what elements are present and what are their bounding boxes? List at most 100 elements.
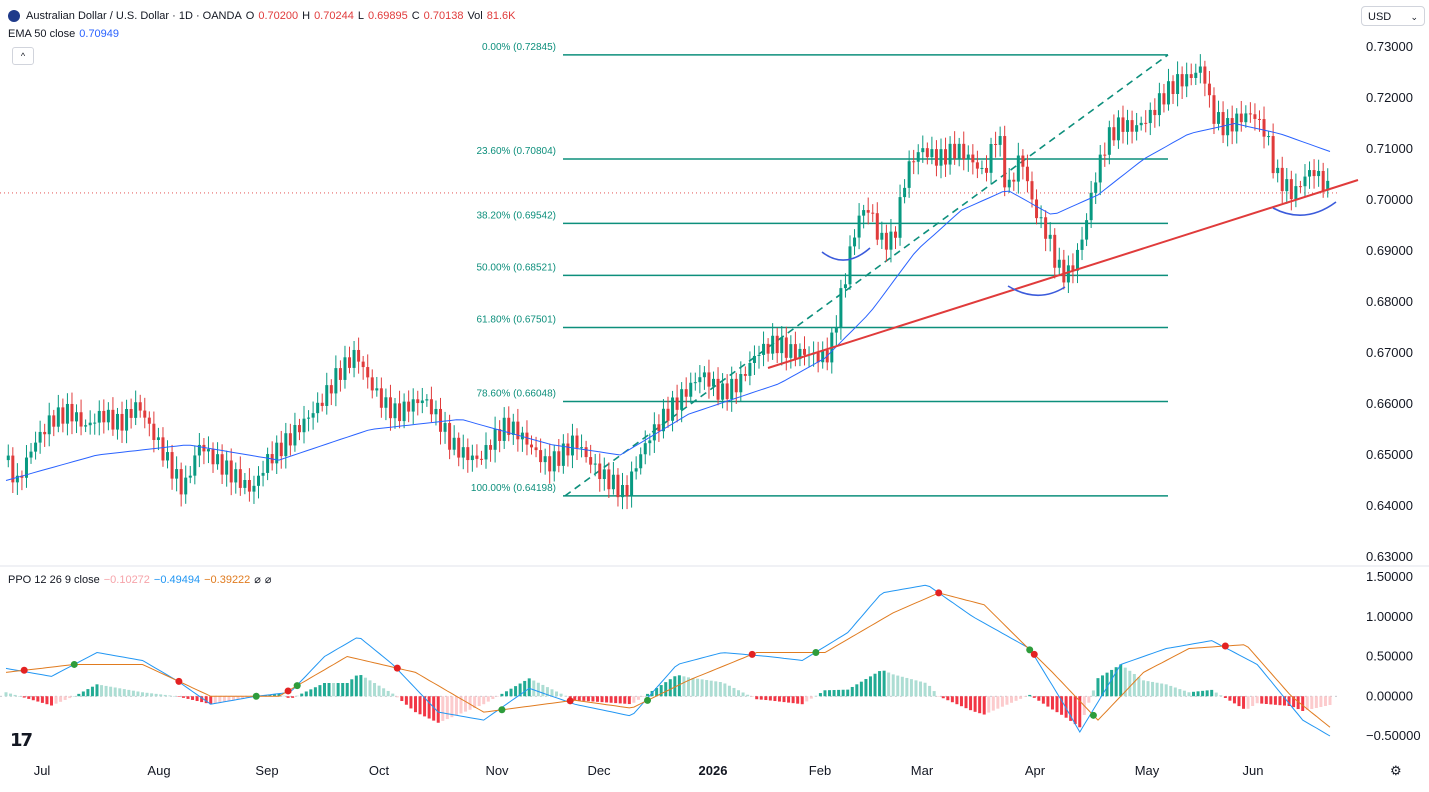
currency-value: USD	[1368, 11, 1392, 23]
candle-body	[166, 452, 170, 461]
candle-body	[584, 447, 588, 458]
candle-body	[698, 377, 702, 383]
candle-body	[361, 361, 365, 368]
ppo-histogram-bar	[327, 683, 331, 697]
candle-body	[912, 161, 916, 163]
ppo-histogram-bar	[1132, 673, 1136, 697]
candle-body	[675, 397, 679, 410]
ppo-histogram-bar	[81, 691, 85, 697]
ppo-histogram-bar	[823, 690, 827, 697]
candle-body	[721, 383, 725, 400]
ppo-histogram-bar	[231, 696, 235, 701]
ppo-histogram-bar	[727, 685, 731, 697]
candle-body	[580, 447, 584, 449]
candle-body	[730, 378, 734, 400]
ppo-histogram-bar	[464, 696, 468, 712]
ppo-histogram-bar	[523, 680, 527, 697]
ppo-histogram-bar	[1078, 696, 1082, 728]
ppo-histogram-bar	[245, 696, 249, 698]
ppo-legend: PPO 12 26 9 close −0.10272 −0.49494 −0.3…	[8, 573, 272, 587]
candle-body	[752, 355, 756, 363]
fib-level-label: 100.00% (0.64198)	[471, 483, 556, 494]
candle-body	[1039, 217, 1043, 219]
ppo-histogram-bar	[932, 691, 936, 697]
candle-body	[1212, 95, 1216, 124]
candle-body	[862, 210, 866, 216]
candle-body	[1116, 117, 1120, 141]
ppo-histogram-bar	[18, 696, 22, 697]
collapse-legend-button[interactable]: ^	[12, 47, 34, 65]
ppo-histogram-bar	[322, 683, 326, 697]
candle-body	[1298, 186, 1302, 188]
ppo-histogram-bar	[373, 683, 377, 697]
ppo-histogram-bar	[691, 678, 695, 697]
ppo-histogram-bar	[682, 676, 686, 697]
candle-body	[1153, 109, 1157, 116]
ppo-histogram-bar	[609, 696, 613, 703]
candle-body	[138, 402, 142, 411]
currency-select[interactable]: USD ⌄	[1361, 6, 1425, 26]
candle-body	[1257, 118, 1261, 120]
ppo-histogram-bar	[1023, 696, 1027, 697]
ppo-cross-marker	[252, 692, 260, 700]
ppo-histogram-bar	[395, 696, 399, 698]
ppo-histogram-bar	[595, 696, 599, 702]
ppo-histogram-bar	[1283, 696, 1287, 706]
candle-body	[1180, 74, 1184, 87]
candle-body	[489, 445, 493, 450]
candle-body	[129, 408, 133, 418]
time-axis-label: Nov	[485, 763, 509, 778]
ppo-histogram-bar	[186, 696, 190, 699]
candle-body	[1066, 265, 1070, 283]
ppo-histogram-bar	[473, 696, 477, 708]
ppo-histogram-bar	[1319, 696, 1323, 707]
candle-body	[875, 213, 879, 240]
ppo-histogram-bar	[914, 680, 918, 697]
gear-icon[interactable]: ⚙	[1390, 763, 1402, 778]
ppo-histogram-bar	[1228, 696, 1232, 701]
ppo-histogram-bar	[627, 696, 631, 705]
candle-body	[152, 423, 156, 440]
candle-body	[789, 344, 793, 358]
candle-body	[903, 187, 907, 198]
ppo-histogram-bar	[573, 696, 577, 701]
time-axis-label: Oct	[369, 763, 390, 778]
candle-body	[666, 408, 670, 421]
ppo-histogram-bar	[896, 675, 900, 697]
candle-body	[525, 432, 529, 445]
ppo-histogram-bar	[1246, 696, 1250, 709]
candle-body	[120, 413, 124, 431]
ppo-histogram-bar	[282, 695, 286, 697]
ppo-histogram-bar	[432, 696, 436, 721]
candle-body	[1016, 155, 1020, 182]
candle-body	[115, 413, 119, 430]
ppo-histogram-bar	[841, 689, 845, 697]
candle-body	[793, 344, 797, 360]
hide-icon[interactable]: ⌀	[254, 574, 261, 586]
candle-body	[543, 456, 547, 463]
candle-body	[771, 335, 775, 354]
ppo-histogram-bar	[1087, 696, 1091, 703]
candle-body	[934, 149, 938, 166]
candle-body	[643, 443, 647, 455]
ppo-histogram-bar	[832, 690, 836, 697]
ppo-histogram-bar	[1255, 696, 1259, 704]
ppo-histogram-bar	[49, 696, 53, 706]
ppo-histogram-bar	[1182, 690, 1186, 697]
ppo-histogram-bar	[1010, 696, 1014, 703]
ppo-histogram-bar	[777, 696, 781, 702]
candle-body	[1248, 113, 1252, 115]
hide-icon-2[interactable]: ⌀	[264, 574, 272, 586]
candle-body	[1012, 179, 1016, 182]
candle-body	[479, 458, 483, 460]
ppo-histogram-bar	[882, 670, 886, 697]
candle-body	[957, 143, 961, 159]
ppo-histogram-bar	[350, 679, 354, 697]
candle-body	[261, 472, 265, 476]
ppo-histogram-bar	[4, 692, 8, 697]
candle-body	[143, 410, 147, 418]
ppo-histogram-bar	[1028, 694, 1032, 697]
time-axis-label: Mar	[911, 763, 934, 778]
candle-body	[297, 425, 301, 433]
